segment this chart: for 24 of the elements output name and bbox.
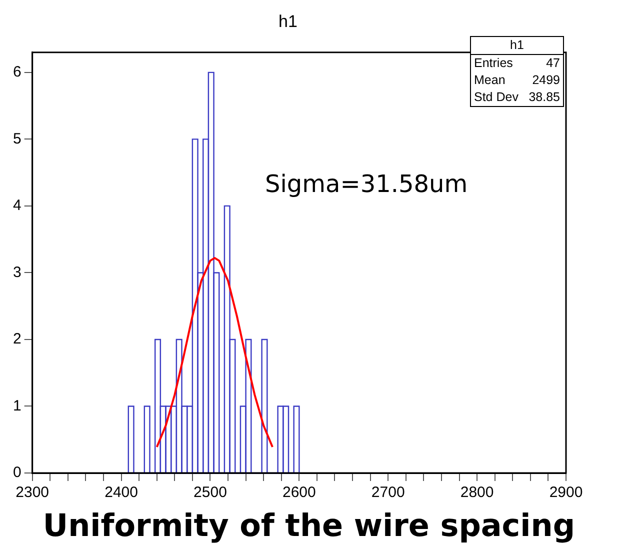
y-tick-label: 3 — [13, 264, 22, 281]
x-tick-label: 2600 — [282, 484, 316, 502]
x-tick-label: 2700 — [371, 484, 405, 502]
y-tick-label: 4 — [13, 197, 22, 214]
text: Uniformity of the wire spacing — [42, 508, 576, 544]
annotation: Entries — [474, 55, 513, 72]
annotation: Sigma=31.58um — [265, 170, 468, 198]
text: h1 — [471, 37, 563, 55]
annotation: 38.85 — [528, 89, 560, 106]
x-tick-label: 2300 — [16, 484, 50, 502]
annotation: Std Dev — [474, 89, 518, 106]
annotation: 2499 — [532, 72, 560, 89]
x-tick-label: 2800 — [460, 484, 494, 502]
x-tick-label: 2500 — [194, 484, 227, 502]
annotation: 47 — [546, 55, 560, 72]
y-tick-label: 2 — [13, 330, 22, 348]
y-tick-label: 6 — [13, 64, 22, 81]
y-tick-label: 5 — [13, 130, 22, 148]
x-tick-label: 2400 — [104, 484, 138, 502]
y-tick-label: 1 — [13, 397, 22, 414]
x-tick-label: 2900 — [549, 484, 583, 502]
y-tick-label: 0 — [13, 464, 22, 482]
chart-title: h1 — [278, 12, 298, 31]
annotation: Mean — [474, 72, 506, 89]
